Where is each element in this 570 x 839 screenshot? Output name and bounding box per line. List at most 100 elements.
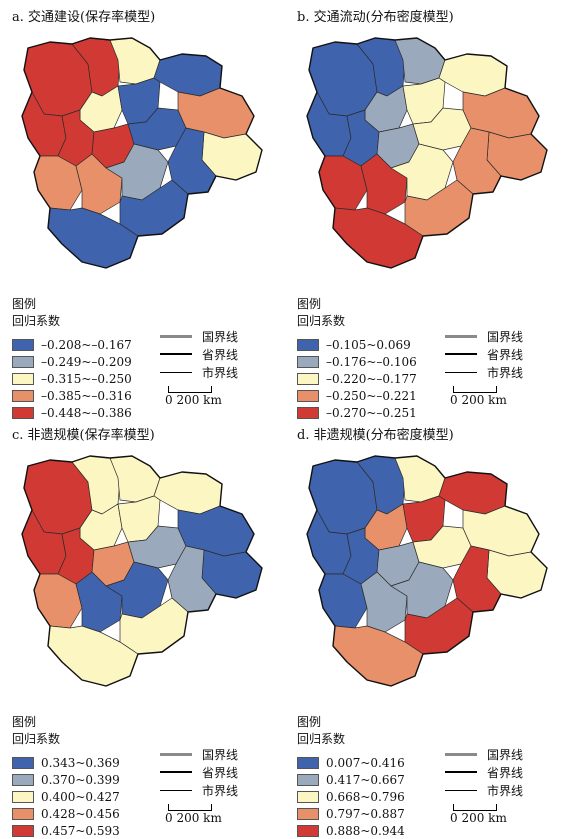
legend-label: 0.428~0.456	[41, 806, 120, 821]
boundary-legend: 国界线 省界线 市界线	[160, 327, 238, 381]
boundary-label: 国界线	[487, 329, 524, 344]
provincial-boundary	[21, 455, 263, 687]
legend-item: 0.370~0.399	[12, 771, 120, 788]
legend-item: 0.400~0.427	[12, 788, 120, 805]
scale-bar-graphic	[453, 804, 497, 811]
legend-swatch	[297, 756, 319, 769]
boundary-city: 市界线	[160, 781, 238, 799]
legend-swatch	[12, 389, 34, 402]
legend-item: –0.315~–0.250	[12, 370, 132, 387]
scale-bar-graphic	[453, 386, 497, 393]
national-line	[445, 752, 477, 756]
legend-label: –0.249~–0.209	[41, 354, 132, 369]
legend-label: –0.448~–0.386	[41, 405, 132, 420]
legend-item: –0.270~–0.251	[297, 404, 417, 421]
city-line	[160, 789, 192, 791]
map-region	[105, 143, 169, 201]
boundary-city: 市界线	[445, 781, 523, 799]
legend-label: –0.208~–0.167	[41, 337, 132, 352]
legend-title: 图例	[297, 715, 322, 729]
legend-swatch	[12, 372, 34, 385]
scale-bar-graphic	[168, 386, 212, 393]
legend-swatch	[297, 790, 319, 803]
legend-item: –0.176~–0.106	[297, 353, 417, 370]
legend-item: 0.797~0.887	[297, 805, 405, 822]
boundary-provincial: 省界线	[445, 763, 523, 781]
boundary-provincial: 省界线	[445, 345, 523, 363]
legend-swatch	[297, 389, 319, 402]
panel-title: a. 交通建设(保存率模型)	[12, 10, 156, 25]
boundary-label: 省界线	[202, 765, 239, 780]
map-region	[390, 561, 454, 619]
legend-swatch	[12, 355, 34, 368]
panel-c: c. 非遗规模(保存率模型) 图例 回归系数 0.343~0.369 0.370…	[0, 418, 285, 838]
legend-swatch	[297, 807, 319, 820]
legend-label: –0.220~–0.177	[326, 371, 417, 386]
boundary-legend: 国界线 省界线 市界线	[160, 745, 238, 799]
boundary-label: 国界线	[487, 747, 524, 762]
legend-item: –0.208~–0.167	[12, 336, 132, 353]
legend-label: –0.315~–0.250	[41, 371, 132, 386]
legend-item: –0.220~–0.177	[297, 370, 417, 387]
boundary-provincial: 省界线	[160, 345, 238, 363]
legend-swatch	[12, 756, 34, 769]
boundary-label: 省界线	[202, 347, 239, 362]
legend-item: –0.448~–0.386	[12, 404, 132, 421]
boundary-provincial: 省界线	[160, 763, 238, 781]
legend-swatch	[12, 790, 34, 803]
panel-b: b. 交通流动(分布密度模型) 图例 回归系数 –0.105~0.069 –0.…	[285, 0, 570, 420]
legend-subtitle: 回归系数	[297, 314, 346, 328]
legend-title: 图例	[12, 715, 37, 729]
legend-label: 0.007~0.416	[326, 755, 405, 770]
legend-items: 0.343~0.369 0.370~0.399 0.400~0.427 0.42…	[12, 754, 120, 839]
boundary-label: 省界线	[487, 347, 524, 362]
legend-label: 0.797~0.887	[326, 806, 405, 821]
map	[306, 37, 548, 269]
legend-swatch	[297, 372, 319, 385]
legend-item: 0.428~0.456	[12, 805, 120, 822]
legend-item: –0.249~–0.209	[12, 353, 132, 370]
legend-label: 0.417~0.667	[326, 772, 405, 787]
legend-label: –0.385~–0.316	[41, 388, 132, 403]
legend-subtitle: 回归系数	[12, 314, 61, 328]
boundary-label: 市界线	[202, 783, 239, 798]
boundary-legend: 国界线 省界线 市界线	[445, 745, 523, 799]
legend-swatch	[12, 773, 34, 786]
provincial-line	[160, 771, 192, 773]
panel-d: d. 非遗规模(分布密度模型) 图例 回归系数 0.007~0.416 0.41…	[285, 418, 570, 838]
legend-item: 0.343~0.369	[12, 754, 120, 771]
legend-label: –0.176~–0.106	[326, 354, 417, 369]
national-line	[160, 334, 192, 338]
provincial-boundary	[21, 37, 263, 269]
scale-bar-label: 0 200 km	[450, 393, 507, 407]
scale-bar-label: 0 200 km	[165, 393, 222, 407]
boundary-national: 国界线	[445, 745, 523, 763]
provincial-boundary	[306, 455, 548, 687]
panel-a: a. 交通建设(保存率模型) 图例 回归系数 –0.208~–0.167 –0.…	[0, 0, 285, 420]
city-line	[445, 371, 477, 373]
legend-swatch	[297, 406, 319, 419]
legend-item: –0.105~0.069	[297, 336, 417, 353]
legend-item: –0.250~–0.221	[297, 387, 417, 404]
scale-bar-label: 0 200 km	[450, 811, 507, 825]
legend-label: 0.457~0.593	[41, 823, 120, 838]
boundary-city: 市界线	[160, 363, 238, 381]
boundary-label: 市界线	[202, 365, 239, 380]
legend-item: 0.457~0.593	[12, 822, 120, 839]
legend-label: 0.400~0.427	[41, 789, 120, 804]
panel-title: c. 非遗规模(保存率模型)	[12, 428, 155, 443]
boundary-national: 国界线	[160, 745, 238, 763]
legend-item: 0.417~0.667	[297, 771, 405, 788]
scale-bar-label: 0 200 km	[165, 811, 222, 825]
boundary-label: 省界线	[487, 765, 524, 780]
boundary-legend: 国界线 省界线 市界线	[445, 327, 523, 381]
legend-items: –0.208~–0.167 –0.249~–0.209 –0.315~–0.25…	[12, 336, 132, 421]
legend-title: 图例	[12, 297, 37, 311]
national-line	[445, 334, 477, 338]
boundary-label: 国界线	[202, 329, 239, 344]
legend-label: 0.370~0.399	[41, 772, 120, 787]
boundary-label: 市界线	[487, 365, 524, 380]
legend-label: 0.343~0.369	[41, 755, 120, 770]
legend-label: 0.888~0.944	[326, 823, 405, 838]
boundary-city: 市界线	[445, 363, 523, 381]
